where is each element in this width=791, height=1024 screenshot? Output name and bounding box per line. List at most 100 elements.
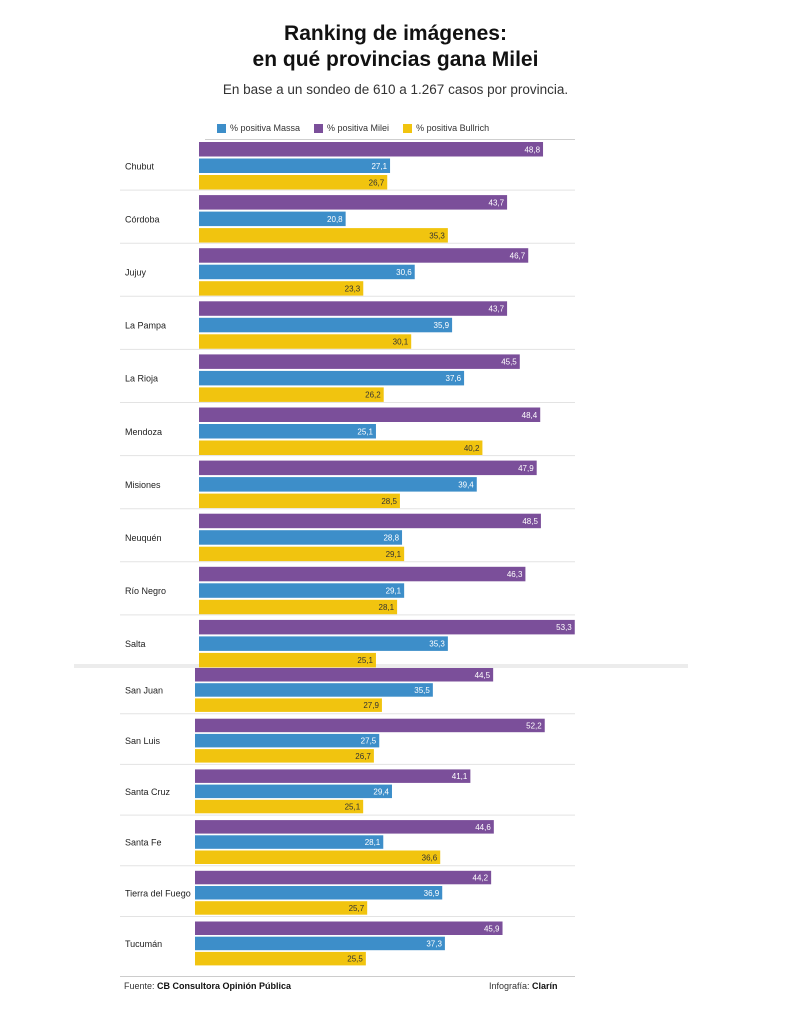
- data-label-milei-salta: 53,3: [556, 623, 572, 632]
- bar-bullrich-san-juan: [195, 698, 382, 712]
- data-label-bullrich-misiones: 28,5: [381, 497, 397, 506]
- category-label-san-luis: San Luis: [125, 736, 161, 746]
- data-label-milei-tierra-del-fuego: 44,2: [473, 874, 489, 883]
- data-label-milei-tucuman: 45,9: [484, 924, 500, 933]
- bar-milei-tucuman: [195, 921, 503, 935]
- data-label-milei-chubut: 48,8: [524, 145, 540, 154]
- bar-milei-san-juan: [195, 668, 494, 682]
- category-label-jujuy: Jujuy: [125, 267, 147, 277]
- data-label-bullrich-tierra-del-fuego: 25,7: [349, 904, 365, 913]
- bar-massa-la-rioja: [199, 370, 465, 386]
- data-label-massa-salta: 35,3: [429, 640, 445, 649]
- data-label-massa-la-pampa: 35,9: [434, 321, 450, 330]
- bar-massa-chubut: [199, 158, 391, 173]
- data-label-bullrich-chubut: 26,7: [369, 178, 385, 187]
- bar-bullrich-la-pampa: [199, 334, 412, 349]
- bar-massa-santa-fe: [195, 835, 384, 849]
- data-label-bullrich-santa-fe: 36,6: [422, 853, 438, 862]
- bar-massa-neuquen: [199, 530, 403, 545]
- category-label-la-pampa: La Pampa: [125, 321, 166, 331]
- bar-milei-santa-cruz: [195, 769, 471, 783]
- data-label-massa-san-luis: 27,5: [361, 737, 377, 746]
- category-label-mendoza: Mendoza: [125, 427, 162, 437]
- chart-legend: % positiva Massa % positiva Milei % posi…: [217, 121, 503, 135]
- data-label-massa-tucuman: 37,3: [426, 939, 442, 948]
- legend-label-milei: % positiva Milei: [327, 123, 390, 133]
- data-label-milei-santa-cruz: 41,1: [452, 772, 468, 781]
- bar-bullrich-tucuman: [195, 951, 366, 966]
- bar-massa-tucuman: [195, 936, 445, 951]
- section-divider: [74, 664, 688, 668]
- bar-massa-san-luis: [195, 733, 380, 748]
- data-label-bullrich-la-pampa: 30,1: [393, 338, 409, 347]
- category-label-misiones: Misiones: [125, 480, 161, 490]
- category-label-salta: Salta: [125, 639, 146, 649]
- footer-source: Fuente: CB Consultora Opinión Pública: [124, 981, 291, 991]
- category-label-neuquen: Neuquén: [125, 533, 162, 543]
- data-label-milei-neuquen: 48,5: [522, 517, 538, 526]
- data-label-bullrich-tucuman: 25,5: [347, 955, 363, 964]
- category-label-chubut: Chubut: [125, 161, 155, 171]
- bar-milei-neuquen: [199, 513, 541, 529]
- data-label-massa-mendoza: 25,1: [357, 427, 373, 436]
- data-label-massa-tierra-del-fuego: 36,9: [424, 889, 440, 898]
- bar-milei-cordoba: [199, 195, 508, 210]
- bar-bullrich-santa-cruz: [195, 799, 364, 814]
- data-label-massa-neuquen: 28,8: [383, 533, 399, 542]
- bar-bullrich-rio-negro: [199, 599, 398, 615]
- bar-bullrich-santa-fe: [195, 850, 441, 864]
- legend-divider: [205, 139, 575, 140]
- data-label-bullrich-san-luis: 26,7: [355, 752, 371, 761]
- legend-label-massa: % positiva Massa: [230, 123, 301, 133]
- bar-massa-santa-cruz: [195, 784, 392, 799]
- data-label-milei-san-juan: 44,5: [475, 671, 491, 680]
- bar-milei-la-pampa: [199, 301, 508, 316]
- data-label-massa-jujuy: 30,6: [396, 268, 412, 277]
- category-label-la-rioja: La Rioja: [125, 374, 158, 384]
- footer-source-label: Fuente:: [124, 981, 155, 991]
- data-label-bullrich-mendoza: 40,2: [464, 444, 480, 453]
- footer-divider: [120, 976, 575, 977]
- bar-bullrich-san-luis: [195, 749, 374, 763]
- legend-swatch-massa: [217, 123, 226, 133]
- data-label-milei-cordoba: 43,7: [489, 198, 505, 207]
- data-label-milei-misiones: 47,9: [518, 464, 534, 473]
- legend-item-bullrich: % positiva Bullrich: [403, 123, 489, 133]
- data-label-massa-santa-fe: 28,1: [365, 838, 381, 847]
- bar-massa-mendoza: [199, 424, 376, 439]
- data-label-milei-rio-negro: 46,3: [507, 570, 523, 579]
- footer-source-name: CB Consultora Opinión Pública: [157, 981, 292, 991]
- data-label-bullrich-santa-cruz: 25,1: [345, 803, 361, 812]
- category-label-tierra-del-fuego: Tierra del Fuego: [125, 888, 191, 898]
- data-label-milei-mendoza: 48,4: [522, 411, 538, 420]
- chart-title-line2: en qué provincias gana Milei: [252, 48, 539, 71]
- bar-milei-la-rioja: [199, 354, 520, 369]
- footer-credit-name: Clarín: [532, 981, 558, 991]
- category-label-rio-negro: Río Negro: [125, 586, 166, 596]
- bar-massa-san-juan: [195, 683, 433, 697]
- data-label-milei-la-pampa: 43,7: [489, 305, 505, 314]
- data-label-milei-san-luis: 52,2: [526, 721, 542, 730]
- bar-bullrich-la-rioja: [199, 387, 384, 402]
- bar-massa-rio-negro: [199, 583, 405, 598]
- legend-swatch-bullrich: [403, 123, 413, 133]
- category-label-cordoba: Córdoba: [125, 214, 160, 224]
- bar-massa-tierra-del-fuego: [195, 886, 443, 900]
- legend-swatch-milei: [314, 123, 324, 133]
- bar-milei-salta: [199, 619, 575, 635]
- data-label-massa-cordoba: 20,8: [327, 215, 343, 224]
- bar-bullrich-tierra-del-fuego: [195, 901, 368, 915]
- bar-milei-misiones: [199, 460, 537, 476]
- data-label-bullrich-neuquen: 29,1: [386, 550, 402, 559]
- bar-massa-salta: [199, 636, 448, 651]
- category-label-santa-fe: Santa Fe: [125, 838, 162, 848]
- bar-milei-rio-negro: [199, 566, 526, 582]
- data-label-massa-misiones: 39,4: [458, 480, 474, 489]
- data-label-milei-la-rioja: 45,5: [501, 358, 517, 367]
- bar-bullrich-chubut: [199, 175, 388, 190]
- bar-massa-misiones: [199, 477, 477, 492]
- bar-bullrich-cordoba: [199, 228, 448, 243]
- data-label-bullrich-san-juan: 27,9: [363, 701, 379, 710]
- data-label-massa-chubut: 27,1: [371, 162, 387, 171]
